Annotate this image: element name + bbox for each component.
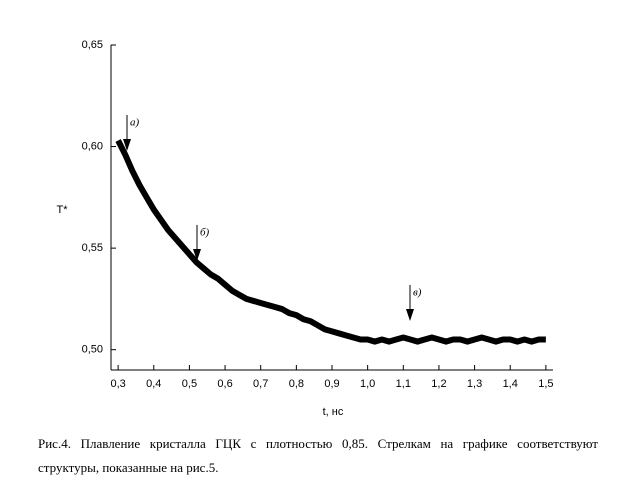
x-tick-label: 0,6 [217, 378, 232, 390]
x-tick-label: 1,1 [396, 378, 411, 390]
annotation: б) [200, 227, 210, 239]
y-axis-label: T* [57, 204, 69, 216]
x-tick-label: 0,4 [146, 378, 161, 390]
data-line [115, 139, 546, 345]
x-tick-label: 1,5 [538, 378, 553, 390]
x-tick-label: 0,5 [182, 378, 197, 390]
annotation: в) [413, 287, 422, 299]
x-tick-label: 1,3 [467, 378, 482, 390]
x-tick-label: 1,2 [431, 378, 446, 390]
arrow-head [123, 139, 131, 151]
annotation: а) [130, 117, 140, 129]
arrow-head [193, 249, 201, 261]
arrow-head [406, 309, 414, 321]
y-tick-label: 0,60 [82, 140, 103, 152]
chart: T* t, нс 0,50 0,55 0,60 0,65 0,3 0,4 0,5 0,6 0,7… [57, 39, 554, 418]
x-tick-label: 1,0 [360, 378, 375, 390]
x-tick-label: 0,8 [289, 378, 304, 390]
x-tick-label: 1,4 [503, 378, 518, 390]
x-tick-label: 0,3 [110, 378, 125, 390]
x-tick-label: 0,7 [253, 378, 268, 390]
y-tick-label: 0,65 [82, 39, 103, 51]
x-axis-label: t, нс [323, 406, 344, 418]
y-tick-label: 0,50 [82, 344, 103, 356]
caption: Рис.4. Плавление кристалла ГЦК с плотнос… [38, 436, 598, 475]
y-tick-label: 0,55 [82, 242, 103, 254]
x-tick-label: 0,9 [324, 378, 339, 390]
